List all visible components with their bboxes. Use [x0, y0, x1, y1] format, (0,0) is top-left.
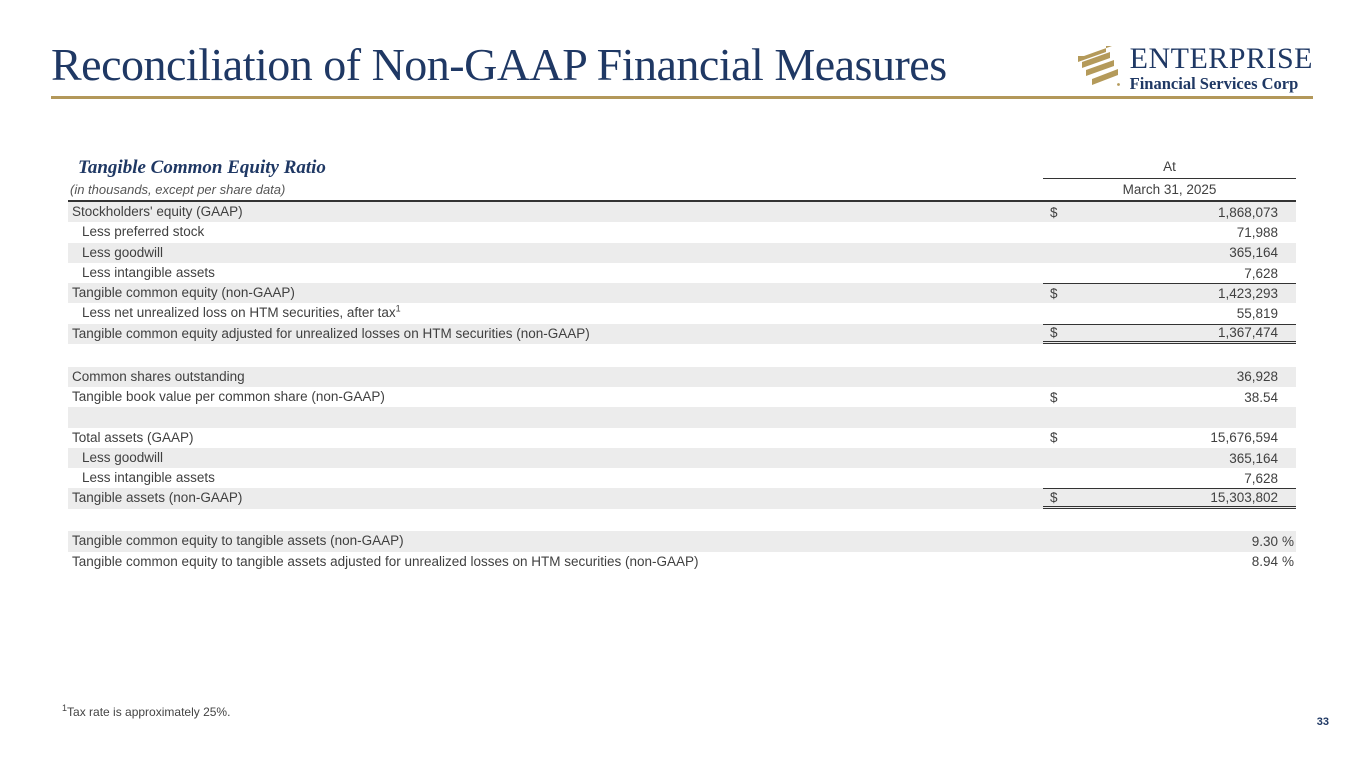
row-values: 55,819: [1043, 303, 1296, 323]
row-values: 365,164: [1043, 243, 1296, 263]
table-row: Tangible book value per common share (no…: [68, 387, 1296, 407]
row-values: $1,423,293: [1043, 283, 1296, 303]
table-row: Less intangible assets 7,628: [68, 468, 1296, 488]
row-values: 7,628: [1043, 263, 1296, 283]
column-header-at: At: [1043, 156, 1296, 179]
value-suffix: %: [1282, 554, 1295, 570]
row-label: Less net unrealized loss on HTM securiti…: [82, 303, 401, 321]
table-rows: Stockholders' equity (GAAP) $1,868,073 Les…: [68, 200, 1296, 572]
table-header-column: At March 31, 2025: [1043, 156, 1296, 200]
row-values: 365,164: [1043, 448, 1296, 468]
row-values: $15,676,594: [1043, 428, 1296, 448]
logo-text: ENTERPRISE Financial Services Corp: [1129, 42, 1313, 94]
dollar-sign: $: [1050, 204, 1058, 220]
table-row: Less net unrealized loss on HTM securiti…: [68, 303, 1296, 323]
table-row-spacer: [68, 344, 1296, 367]
table-row: Tangible common equity (non-GAAP) $1,423,…: [68, 283, 1296, 304]
reconciliation-table: Tangible Common Equity Ratio (in thousan…: [68, 156, 1296, 572]
row-value: 55,819: [1236, 306, 1278, 322]
row-label: Tangible common equity (non-GAAP): [72, 285, 295, 301]
row-label: [68, 407, 1043, 427]
table-header: Tangible Common Equity Ratio (in thousan…: [68, 156, 1296, 200]
table-row: Common shares outstanding 36,928: [68, 366, 1296, 387]
row-value: 36,928: [1236, 369, 1278, 385]
table-row: Tangible common equity to tangible asset…: [68, 531, 1296, 552]
row-label: Less goodwill: [82, 449, 164, 465]
row-value: 15,676,594: [1210, 430, 1278, 446]
row-label: Total assets (GAAP): [72, 429, 194, 445]
dollar-sign: $: [1050, 286, 1058, 302]
column-header-date: March 31, 2025: [1122, 182, 1217, 197]
row-value: 1,423,293: [1217, 286, 1278, 302]
row-value: 1,367,474: [1217, 325, 1278, 341]
row-value: 38.54: [1244, 389, 1278, 405]
table-row: Less goodwill 365,164: [68, 447, 1296, 469]
table-row: Total assets (GAAP) $15,676,594: [68, 428, 1296, 448]
logo-subtitle: Financial Services Corp: [1129, 74, 1299, 93]
row-label: Tangible common equity adjusted for unre…: [72, 325, 590, 341]
row-values: 9.30%: [1043, 531, 1296, 551]
row-values: 36,928: [1043, 367, 1296, 387]
row-label: Tangible book value per common share (no…: [72, 388, 385, 404]
row-values: 7,628: [1043, 468, 1296, 488]
row-values: $38.54: [1043, 387, 1296, 407]
title-divider-rule: [51, 96, 1313, 99]
table-row: Tangible common equity to tangible asset…: [68, 552, 1296, 572]
row-label: Tangible common equity to tangible asset…: [72, 553, 699, 569]
dollar-sign: $: [1050, 389, 1058, 405]
row-value: 9.30: [1251, 533, 1278, 549]
row-values: $15,303,802: [1043, 488, 1296, 509]
page-number: 33: [1316, 716, 1329, 728]
table-row-spacer: [68, 509, 1296, 532]
table-row: Stockholders' equity (GAAP) $1,868,073: [68, 202, 1296, 223]
row-value: 71,988: [1236, 224, 1278, 240]
company-logo: ENTERPRISE Financial Services Corp: [1072, 40, 1313, 97]
row-label: Less goodwill: [82, 244, 164, 260]
row-label: Tangible common equity to tangible asset…: [72, 533, 404, 549]
row-value: 15,303,802: [1210, 490, 1278, 506]
page-title: Reconciliation of Non-GAAP Financial Mea…: [51, 39, 947, 90]
row-values: [1043, 407, 1296, 427]
enterprise-stripes-icon: [1072, 40, 1122, 97]
table-row: Tangible common equity adjusted for unre…: [68, 323, 1296, 345]
row-value: 8.94: [1251, 554, 1278, 570]
table-row: Less goodwill 365,164: [68, 242, 1296, 263]
row-values: $1,868,073: [1043, 202, 1296, 222]
row-value: 7,628: [1244, 265, 1278, 281]
row-values: 71,988: [1043, 222, 1296, 242]
table-row: Less intangible assets 7,628: [68, 263, 1296, 283]
row-values: 8.94%: [1043, 552, 1296, 572]
footnote-text: Tax rate is approximately 25%.: [67, 705, 231, 719]
row-value: 365,164: [1229, 245, 1278, 261]
footnote-superscript: 1: [62, 703, 68, 713]
row-value: 7,628: [1244, 470, 1278, 486]
table-row: Tangible assets (non-GAAP) $15,303,802: [68, 488, 1296, 509]
table-row: [68, 407, 1296, 428]
row-label: Tangible assets (non-GAAP): [72, 490, 243, 506]
row-label: Less intangible assets: [82, 470, 215, 486]
table-header-left: Tangible Common Equity Ratio (in thousan…: [68, 156, 1043, 200]
row-label: Less preferred stock: [82, 224, 205, 240]
footnote: 1Tax rate is approximately 25%.: [62, 703, 230, 719]
dollar-sign: $: [1050, 325, 1058, 341]
dollar-sign: $: [1050, 430, 1058, 446]
row-label-superscript: 1: [395, 303, 401, 314]
row-value: 365,164: [1229, 450, 1278, 466]
logo-company-name: ENTERPRISE: [1129, 42, 1313, 75]
table-section-title: Tangible Common Equity Ratio: [78, 157, 326, 178]
value-suffix: %: [1282, 533, 1295, 549]
row-value: 1,868,073: [1217, 204, 1278, 220]
table-row: Less preferred stock 71,988: [68, 222, 1296, 242]
row-label: Common shares outstanding: [72, 368, 245, 384]
row-values: $1,367,474: [1043, 323, 1296, 345]
dollar-sign: $: [1050, 490, 1058, 506]
table-units-note: (in thousands, except per share data): [70, 182, 286, 197]
row-label: Less intangible assets: [82, 264, 215, 280]
row-label: Stockholders' equity (GAAP): [72, 204, 243, 219]
